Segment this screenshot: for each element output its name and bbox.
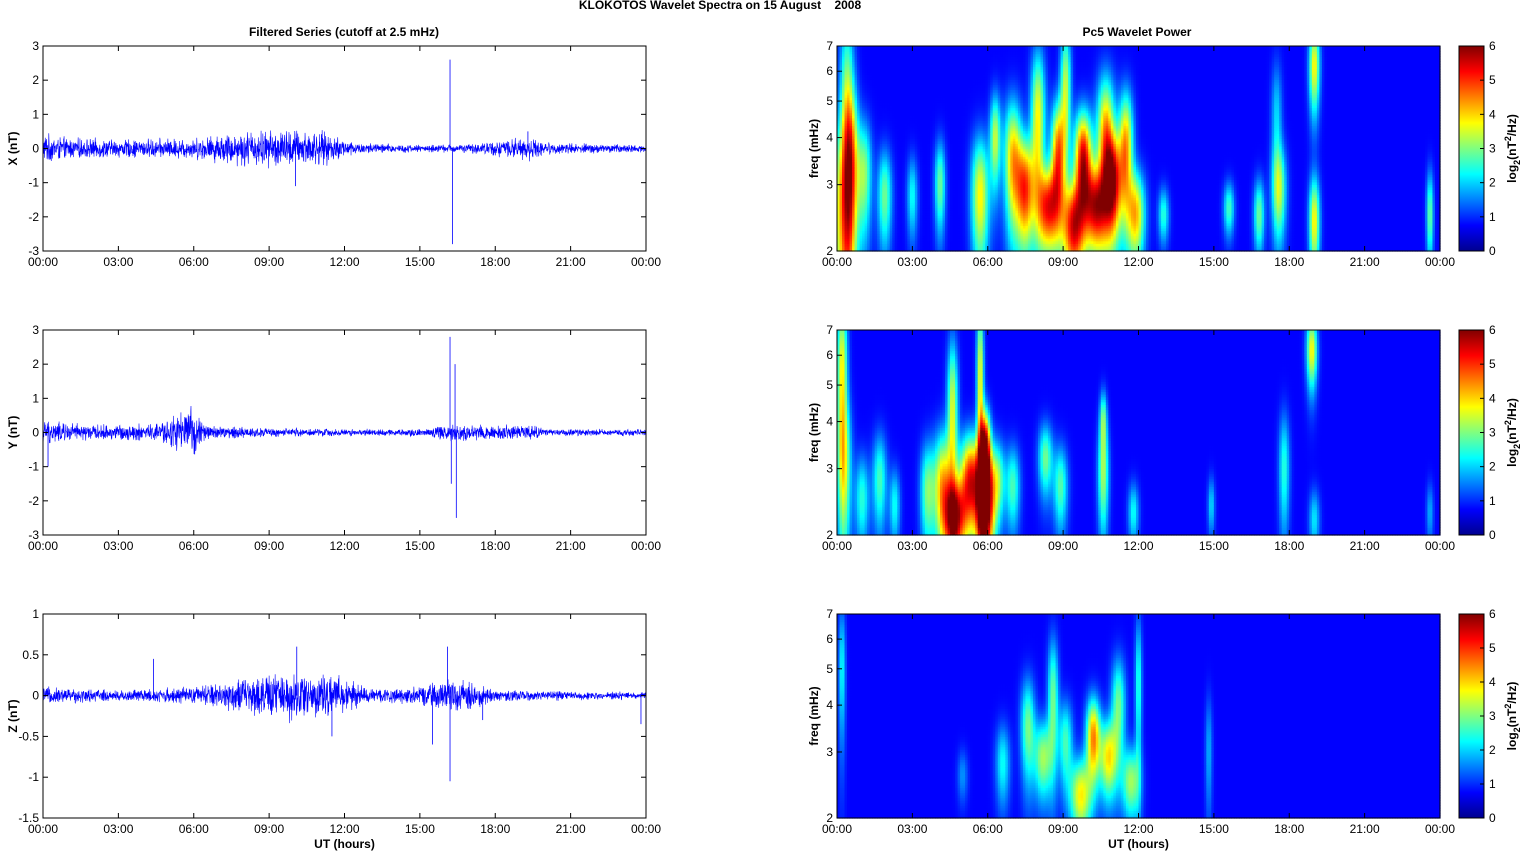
series-y-xtick-label: 06:00 bbox=[179, 539, 209, 553]
figure-title: KLOKOTOS Wavelet Spectra on 15 August 20… bbox=[579, 0, 862, 12]
series-z-ytick-label: 0 bbox=[32, 689, 39, 703]
series-x-xtick-label: 03:00 bbox=[103, 255, 133, 269]
series-x-xtick-label: 15:00 bbox=[405, 255, 435, 269]
series-x-ytick-label: -2 bbox=[28, 210, 39, 224]
series-z-xtick-label: 21:00 bbox=[556, 822, 586, 836]
series-y-xtick-label: 21:00 bbox=[556, 539, 586, 553]
series-y-ytick-label: 3 bbox=[32, 323, 39, 337]
series-z-xtick-label: 15:00 bbox=[405, 822, 435, 836]
series-y-ytick-label: -1 bbox=[28, 460, 39, 474]
series-z-xtick-label: 09:00 bbox=[254, 822, 284, 836]
series-y-xtick-label: 15:00 bbox=[405, 539, 435, 553]
series-y-ytick-label: -2 bbox=[28, 494, 39, 508]
series-z-xtick-label: 00:00 bbox=[631, 822, 661, 836]
series-x-xtick-label: 18:00 bbox=[480, 255, 510, 269]
series-z-xtick-label: 06:00 bbox=[179, 822, 209, 836]
series-z-ylabel: Z (nT) bbox=[6, 699, 20, 732]
series-y-xtick-label: 09:00 bbox=[254, 539, 284, 553]
series-x-xtick-label: 12:00 bbox=[329, 255, 359, 269]
series-z-xtick-label: 12:00 bbox=[329, 822, 359, 836]
series-z-ytick-label: -1 bbox=[28, 770, 39, 784]
series-x-ytick-label: 2 bbox=[32, 73, 39, 87]
series-z-xtick-label: 03:00 bbox=[103, 822, 133, 836]
series-y-xtick-label: 12:00 bbox=[329, 539, 359, 553]
series-x-xtick-label: 09:00 bbox=[254, 255, 284, 269]
series-y-xtick-label: 18:00 bbox=[480, 539, 510, 553]
series-z-ytick-label: -0.5 bbox=[18, 729, 39, 743]
series-y-ytick-label: 0 bbox=[32, 426, 39, 440]
series-y-ytick-label: 1 bbox=[32, 391, 39, 405]
left-column-title: Filtered Series (cutoff at 2.5 mHz) bbox=[249, 25, 439, 39]
series-y-ytick-label: 2 bbox=[32, 357, 39, 371]
series-x-xtick-label: 06:00 bbox=[179, 255, 209, 269]
series-y-xtick-label: 03:00 bbox=[103, 539, 133, 553]
series-z-ytick-label: 0.5 bbox=[22, 648, 39, 662]
series-x-xtick-label: 21:00 bbox=[556, 255, 586, 269]
series-z-xlabel: UT (hours) bbox=[314, 837, 375, 851]
series-z-xtick-label: 18:00 bbox=[480, 822, 510, 836]
wavelet-x-power-field bbox=[837, 46, 1441, 252]
series-y-ylabel: Y (nT) bbox=[6, 416, 20, 450]
series-x-ytick-label: 3 bbox=[32, 39, 39, 53]
series-x-ylabel: X (nT) bbox=[6, 132, 20, 166]
series-x-xtick-label: 00:00 bbox=[28, 255, 58, 269]
series-x-ytick-label: 0 bbox=[32, 142, 39, 156]
series-z-xtick-label: 00:00 bbox=[28, 822, 58, 836]
series-x-ytick-label: 1 bbox=[32, 107, 39, 121]
series-y-xtick-label: 00:00 bbox=[631, 539, 661, 553]
series-x-ytick-label: -1 bbox=[28, 176, 39, 190]
right-column-title: Pc5 Wavelet Power bbox=[1083, 25, 1192, 39]
series-z-plot-area bbox=[43, 614, 646, 818]
series-z-ytick-label: 1 bbox=[32, 607, 39, 621]
series-x-xtick-label: 00:00 bbox=[631, 255, 661, 269]
series-y-xtick-label: 00:00 bbox=[28, 539, 58, 553]
